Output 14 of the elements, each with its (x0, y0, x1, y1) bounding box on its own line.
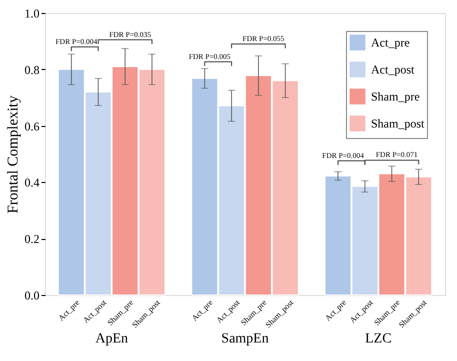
x-tick-label: ApEn (95, 332, 128, 346)
legend-label: Sham_post (371, 116, 426, 130)
y-tick-label: 0.8 (24, 62, 40, 77)
x-tick-label: SampEn (221, 332, 269, 346)
y-tick-label: 1.0 (24, 6, 40, 20)
legend-label: Sham_pre (371, 90, 420, 104)
y-tick-label: 0.6 (24, 119, 40, 134)
x-tick-label: LZC (365, 332, 392, 346)
y-tick-label: 0.2 (24, 232, 40, 246)
legend-label: Act_post (371, 62, 415, 76)
y-tick-label: 0.0 (24, 288, 40, 302)
y-tick-label: 0.4 (24, 176, 40, 190)
y-axis-title: Frontal Complexity (6, 95, 22, 214)
legend-label: Act_pre (371, 36, 410, 50)
